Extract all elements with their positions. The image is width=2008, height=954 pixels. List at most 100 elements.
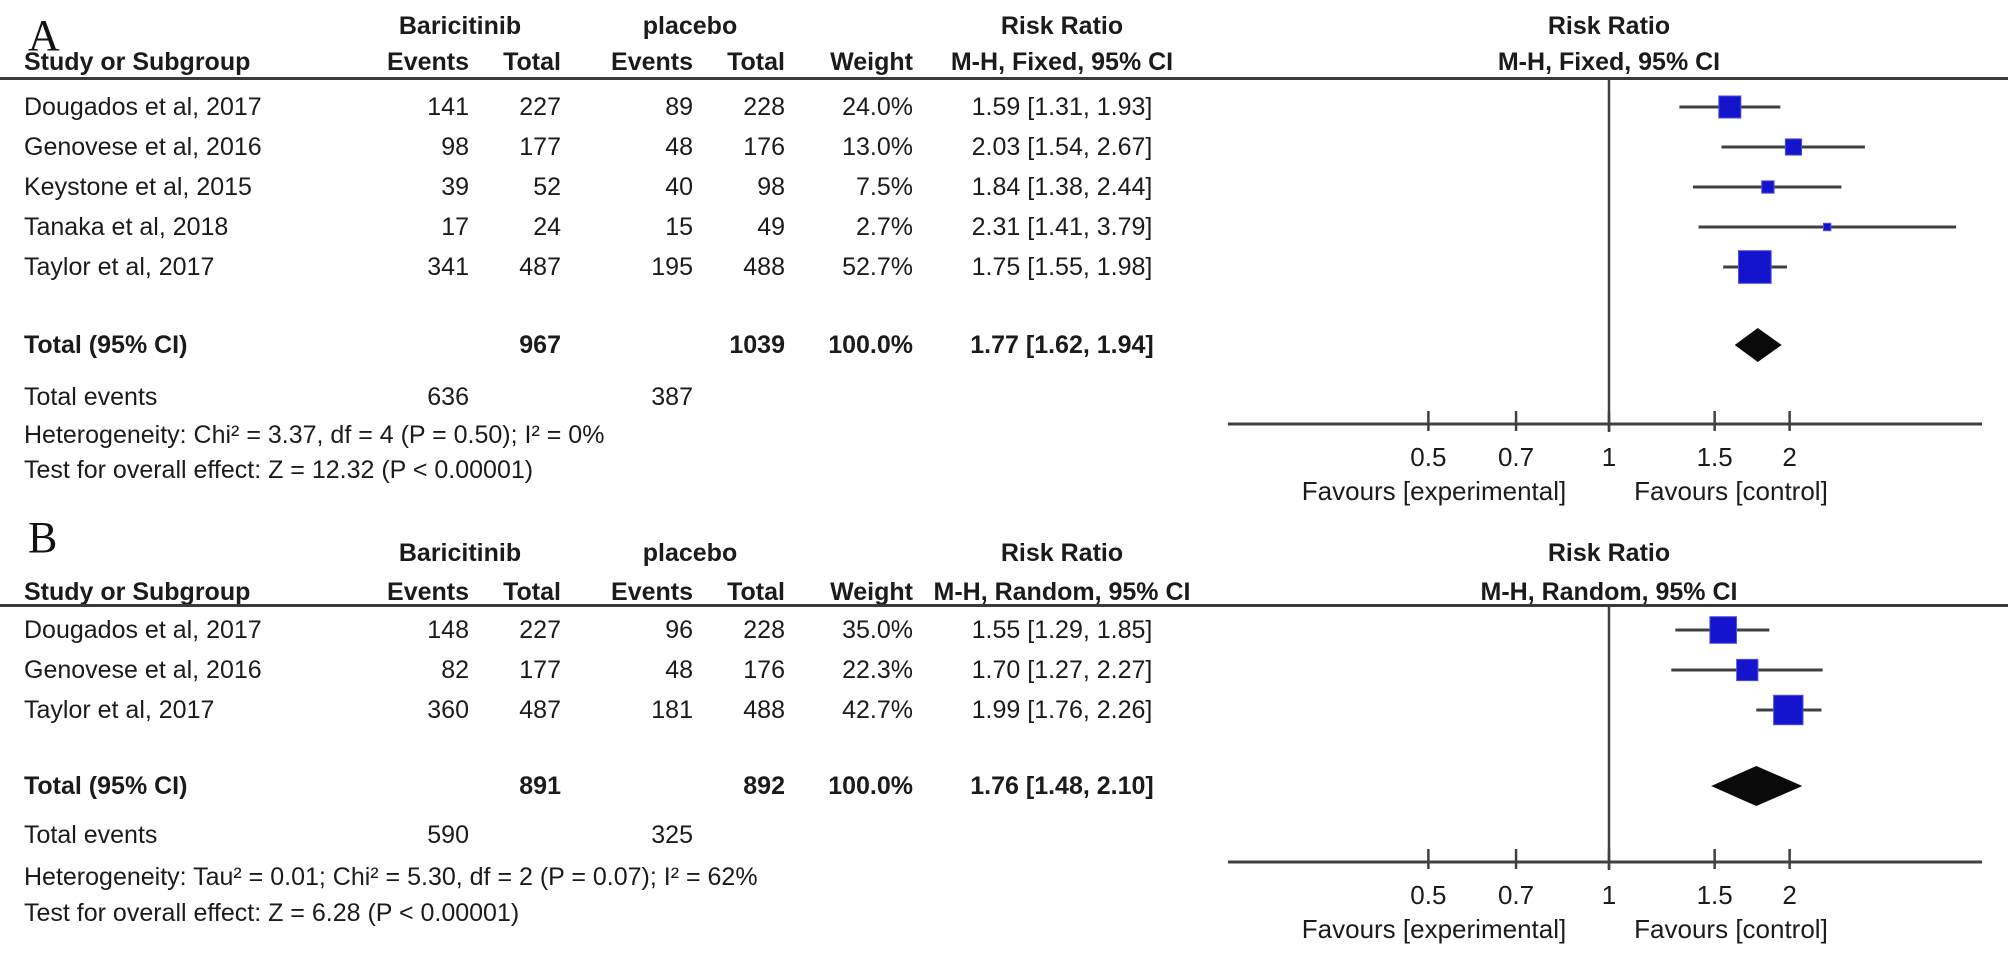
group2-events: 48 bbox=[665, 656, 693, 684]
group2-events: 96 bbox=[665, 616, 693, 644]
group1-events: 360 bbox=[427, 696, 469, 724]
plot-column-title: Risk Ratio bbox=[1547, 12, 1671, 40]
total-events-group2: 325 bbox=[651, 821, 693, 849]
group2-header: placebo bbox=[642, 539, 738, 567]
group2-total: 98 bbox=[757, 173, 785, 201]
study-estimate: 1.75 [1.55, 1.98] bbox=[971, 253, 1153, 281]
total-weight: 100.0% bbox=[828, 331, 913, 359]
group1-total: 24 bbox=[533, 213, 561, 241]
group1-total: 177 bbox=[519, 133, 561, 161]
axis-tick-label: 0.7 bbox=[1498, 442, 1534, 472]
total-diamond bbox=[1734, 328, 1782, 362]
header-rule bbox=[0, 604, 2008, 607]
group2-total: 176 bbox=[743, 133, 785, 161]
total-estimate: 1.76 [1.48, 2.10] bbox=[970, 772, 1154, 800]
study-weight: 7.5% bbox=[856, 173, 913, 201]
group1-total: 177 bbox=[519, 656, 561, 684]
group2-total: 49 bbox=[757, 213, 785, 241]
group2-total: 176 bbox=[743, 656, 785, 684]
group2-events: 195 bbox=[651, 253, 693, 281]
panel-b-label: B bbox=[28, 513, 58, 562]
col-header-weight: Weight bbox=[830, 578, 913, 606]
axis-tick-label: 0.5 bbox=[1410, 880, 1446, 910]
study-weight: 52.7% bbox=[842, 253, 913, 281]
axis-tick-label: 0.5 bbox=[1410, 442, 1446, 472]
total-estimate: 1.77 [1.62, 1.94] bbox=[970, 331, 1154, 359]
total-events-label: Total events bbox=[24, 383, 158, 411]
study-weight: 22.3% bbox=[842, 656, 913, 684]
group1-total: 227 bbox=[519, 616, 561, 644]
effect-square bbox=[1718, 95, 1742, 119]
group1-events: 39 bbox=[441, 173, 469, 201]
study-weight: 13.0% bbox=[842, 133, 913, 161]
study-weight: 42.7% bbox=[842, 696, 913, 724]
axis-tick-label: 2 bbox=[1782, 880, 1796, 910]
study-estimate: 1.99 [1.76, 2.26] bbox=[971, 696, 1153, 724]
total-label: Total (95% CI) bbox=[24, 331, 188, 359]
effect-square bbox=[1773, 694, 1804, 726]
effect-square bbox=[1761, 180, 1775, 194]
effect-square bbox=[1737, 250, 1772, 284]
total-events-group2: 387 bbox=[651, 383, 693, 411]
total-events-group1: 636 bbox=[427, 383, 469, 411]
group2-total: 228 bbox=[743, 93, 785, 121]
total-diamond bbox=[1711, 766, 1803, 806]
effect-column-title: Risk Ratio bbox=[1000, 12, 1124, 40]
axis-tick-label: 1.5 bbox=[1697, 442, 1733, 472]
study-name: Dougados et al, 2017 bbox=[24, 616, 262, 644]
plot-column-subtitle: M-H, Fixed, 95% CI bbox=[1497, 48, 1721, 76]
study-weight: 2.7% bbox=[856, 213, 913, 241]
group1-events: 17 bbox=[441, 213, 469, 241]
col-header-study: Study or Subgroup bbox=[24, 578, 251, 606]
study-name: Dougados et al, 2017 bbox=[24, 93, 262, 121]
group1-total: 227 bbox=[519, 93, 561, 121]
group2-total: 488 bbox=[743, 696, 785, 724]
favours-left-label: Favours [experimental] bbox=[1302, 914, 1566, 944]
col-header-events-2: Events bbox=[611, 578, 693, 606]
total-n-group1: 891 bbox=[519, 772, 561, 800]
header-rule bbox=[0, 77, 2008, 80]
group2-header: placebo bbox=[642, 12, 738, 40]
group1-header: Baricitinib bbox=[398, 12, 522, 40]
group1-total: 487 bbox=[519, 253, 561, 281]
group2-events: 15 bbox=[665, 213, 693, 241]
effect-square bbox=[1736, 658, 1759, 682]
effect-column-subtitle: M-H, Random, 95% CI bbox=[933, 578, 1191, 606]
study-estimate: 1.59 [1.31, 1.93] bbox=[971, 93, 1153, 121]
group2-events: 181 bbox=[651, 696, 693, 724]
study-estimate: 2.31 [1.41, 3.79] bbox=[971, 213, 1153, 241]
col-header-events-1: Events bbox=[387, 48, 469, 76]
col-header-events-1: Events bbox=[387, 578, 469, 606]
col-header-events-2: Events bbox=[611, 48, 693, 76]
axis-tick-label: 0.7 bbox=[1498, 880, 1534, 910]
group1-events: 341 bbox=[427, 253, 469, 281]
group1-events: 82 bbox=[441, 656, 469, 684]
study-weight: 24.0% bbox=[842, 93, 913, 121]
col-header-total-1: Total bbox=[503, 578, 561, 606]
total-events-group1: 590 bbox=[427, 821, 469, 849]
col-header-weight: Weight bbox=[830, 48, 913, 76]
heterogeneity-text: Heterogeneity: Tau² = 0.01; Chi² = 5.30,… bbox=[24, 863, 758, 891]
study-name: Genovese et al, 2016 bbox=[24, 656, 262, 684]
total-n-group1: 967 bbox=[519, 331, 561, 359]
group2-events: 48 bbox=[665, 133, 693, 161]
axis-tick-label: 1.5 bbox=[1697, 880, 1733, 910]
axis-tick-label: 1 bbox=[1602, 880, 1616, 910]
effect-column-subtitle: M-H, Fixed, 95% CI bbox=[950, 48, 1174, 76]
study-estimate: 1.70 [1.27, 2.27] bbox=[971, 656, 1153, 684]
group2-events: 89 bbox=[665, 93, 693, 121]
total-n-group2: 892 bbox=[743, 772, 785, 800]
group2-total: 488 bbox=[743, 253, 785, 281]
effect-square bbox=[1784, 138, 1803, 156]
group2-total: 228 bbox=[743, 616, 785, 644]
panel-a-label: A bbox=[28, 11, 60, 60]
favours-right-label: Favours [control] bbox=[1634, 476, 1828, 506]
group1-events: 98 bbox=[441, 133, 469, 161]
plot-column-subtitle: M-H, Random, 95% CI bbox=[1480, 578, 1738, 606]
col-header-total-2: Total bbox=[727, 48, 785, 76]
total-label: Total (95% CI) bbox=[24, 772, 188, 800]
total-weight: 100.0% bbox=[828, 772, 913, 800]
study-name: Tanaka et al, 2018 bbox=[24, 213, 229, 241]
study-estimate: 1.84 [1.38, 2.44] bbox=[971, 173, 1153, 201]
